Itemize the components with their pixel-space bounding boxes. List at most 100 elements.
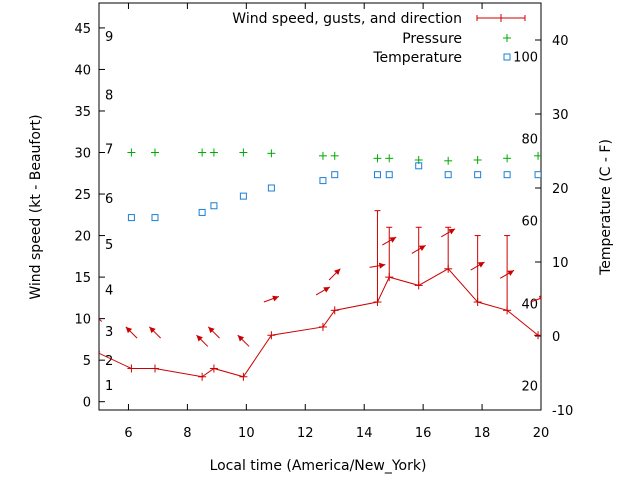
beaufort-label: 1 (105, 379, 113, 394)
x-tick-label: 10 (238, 426, 255, 441)
y-right-tick-label: 10 (552, 256, 569, 271)
y-right-tick-label: 0 (552, 330, 560, 345)
wind-arrow-head (149, 326, 156, 334)
wind-speed-point (198, 372, 207, 381)
wind-speed-point (209, 364, 218, 373)
wind-arrow-head (334, 268, 341, 276)
y-left-tick-label: 25 (74, 188, 91, 203)
y-left-tick-label: 45 (74, 22, 91, 37)
x-tick-label: 16 (415, 426, 432, 441)
wind-arrow-head (389, 237, 397, 243)
wind-arrow-head (272, 295, 279, 302)
wind-speed-point (150, 364, 159, 373)
y-left-tick-label: 5 (83, 354, 91, 369)
x-tick-label: 14 (356, 426, 373, 441)
clipped-series (90, 148, 541, 381)
wind-arrow-head (125, 326, 133, 334)
wind-speed-line (99, 268, 539, 378)
plot-frame (98, 2, 542, 411)
wind-speed-point (330, 306, 339, 315)
x-tick-label: 20 (533, 426, 550, 441)
fahrenheit-label: 60 (521, 215, 538, 230)
temperature-point (198, 208, 206, 216)
x-tick-label: 18 (474, 426, 491, 441)
fahrenheit-label: 20 (521, 380, 538, 395)
y-right-tick-label: 20 (552, 182, 569, 197)
fahrenheit-label: 80 (521, 132, 538, 147)
wind-arrow-head (323, 286, 330, 293)
x-tick-label: 8 (183, 426, 191, 441)
beaufort-label: 9 (105, 30, 113, 45)
wind-speed-point (127, 364, 136, 373)
temperature-point (415, 162, 423, 170)
y-left-tick-label: 30 (74, 147, 91, 162)
temperature-point (239, 192, 247, 200)
beaufort-label: 5 (105, 238, 113, 253)
wind-speed-point (318, 322, 327, 331)
x-tick-label: 6 (124, 426, 132, 441)
wind-arrow-head (90, 310, 96, 316)
beaufort-label: 6 (105, 192, 113, 207)
temperature-point (474, 171, 482, 179)
y-axis-left-title: Wind speed (kt - Beaufort) (28, 114, 44, 299)
fahrenheit-label: 100 (513, 50, 538, 65)
wind-arrow-head (378, 262, 386, 269)
temperature-point (267, 184, 275, 192)
wind-direction-arrow (530, 297, 541, 303)
wind-speed-point (239, 372, 248, 381)
y-left-tick-label: 35 (74, 105, 91, 120)
temperature-point (127, 214, 135, 222)
wind-arrow-head (538, 295, 541, 302)
wind-arrow-head (477, 262, 485, 268)
temperature-point (151, 214, 159, 222)
pressure-point (318, 151, 327, 160)
legend-label: Wind speed, gusts, and direction (232, 11, 462, 27)
legend: Wind speed, gusts, and direction Pressure… (232, 11, 526, 66)
ticks-layer: 6 8 10 12 14 16 18 20051015202530354045-1001020… (74, 3, 573, 441)
temperature-point (319, 177, 327, 185)
x-axis-title: Local time (America/New_York) (210, 458, 427, 474)
pressure-point (385, 154, 394, 163)
beaufort-label: 3 (105, 325, 113, 340)
beaufort-label: 2 (105, 354, 113, 369)
wind-arrow-head (507, 270, 515, 276)
temperature-point (503, 171, 511, 179)
pressure-point (150, 148, 159, 157)
pressure-point (330, 151, 339, 160)
pressure-point (473, 155, 482, 164)
temperature-point (385, 171, 393, 179)
temperature-point (331, 171, 339, 179)
wind-arrow-head (196, 335, 203, 342)
y-left-tick-label: 0 (83, 396, 91, 411)
pressure-point (503, 154, 512, 163)
pressure-point (198, 148, 207, 157)
y-right-tick-label: 40 (552, 34, 569, 49)
temperature-point (373, 171, 381, 179)
beaufort-label: 4 (105, 284, 113, 299)
y-left-tick-label: 10 (74, 313, 91, 328)
pressure-point (127, 148, 136, 157)
temperature-point (534, 171, 541, 179)
x-tick-label: 12 (297, 426, 314, 441)
wind-arrow-head (418, 245, 426, 252)
wind-direction-arrow (99, 318, 103, 322)
y-left-tick-label: 15 (74, 271, 91, 286)
y-right-tick-label: 30 (552, 108, 569, 123)
y-left-tick-label: 40 (74, 63, 91, 78)
pressure-point (239, 148, 248, 157)
beaufort-label: 8 (105, 88, 113, 103)
legend-label: Pressure (402, 31, 462, 47)
pressure-point (267, 149, 276, 158)
plot-frame-layer (98, 2, 542, 411)
y-axis-right-title: Temperature (C - F) (598, 139, 614, 276)
pressure-point (444, 156, 453, 165)
temperature-point (444, 171, 452, 179)
wind-arrow-head (448, 228, 456, 235)
wind-speed-point (267, 331, 276, 340)
wind-arrow-head (237, 335, 245, 342)
wind-speed-point (534, 331, 541, 340)
y-right-tick-label: -10 (552, 404, 573, 419)
beaufort-label: 7 (105, 142, 113, 157)
y-left-tick-label: 20 (74, 230, 91, 245)
